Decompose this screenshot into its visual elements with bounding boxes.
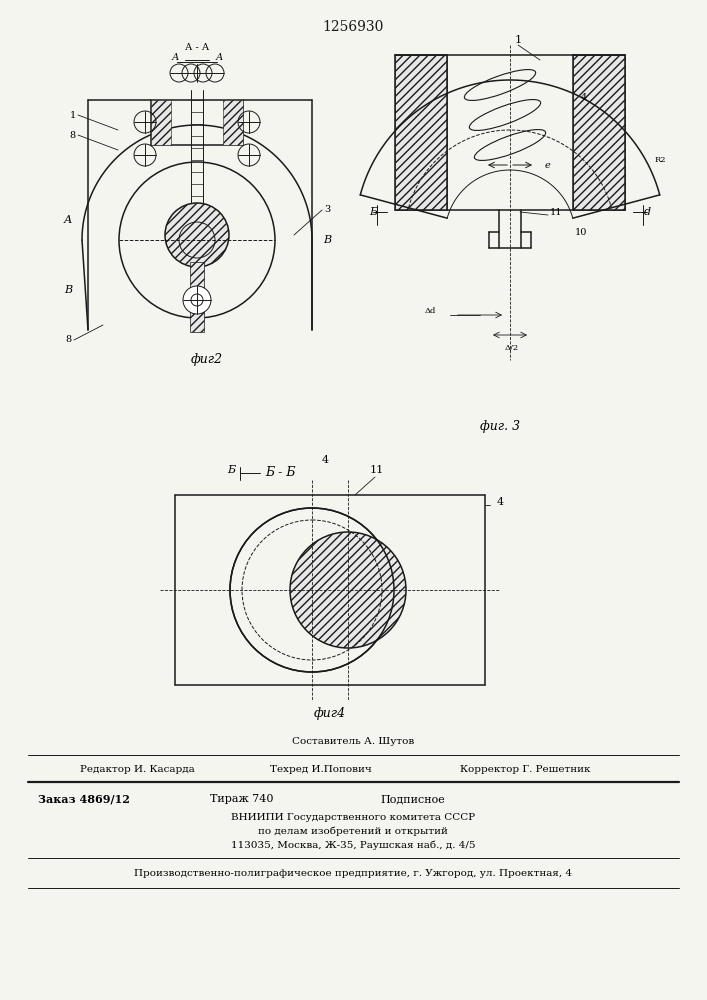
Text: Подписное: Подписное — [380, 794, 445, 804]
Text: Техред И.Попович: Техред И.Попович — [270, 766, 372, 774]
Text: 4: 4 — [580, 93, 587, 102]
Text: R2: R2 — [654, 156, 666, 164]
Text: по делам изобретений и открытий: по делам изобретений и открытий — [258, 826, 448, 836]
Text: 11: 11 — [550, 208, 563, 217]
Polygon shape — [151, 100, 171, 145]
Text: 3: 3 — [324, 206, 330, 215]
Text: А: А — [171, 52, 179, 62]
Text: 1256930: 1256930 — [322, 20, 384, 34]
Circle shape — [290, 532, 406, 648]
Text: е: е — [545, 160, 551, 169]
Text: Составитель А. Шутов: Составитель А. Шутов — [292, 736, 414, 746]
Text: 113035, Москва, Ж-35, Раушская наб., д. 4/5: 113035, Москва, Ж-35, Раушская наб., д. … — [230, 840, 475, 850]
Text: В: В — [64, 285, 72, 295]
Polygon shape — [190, 262, 204, 332]
Text: 11: 11 — [370, 465, 384, 475]
Text: фиг2: фиг2 — [191, 353, 223, 366]
Text: фиг. 3: фиг. 3 — [480, 420, 520, 433]
Text: А: А — [216, 52, 223, 62]
Text: Производственно-полиграфическое предприятие, г. Ужгород, ул. Проектная, 4: Производственно-полиграфическое предприя… — [134, 868, 572, 878]
Text: 10: 10 — [575, 228, 588, 237]
Text: Δ/2: Δ/2 — [505, 344, 519, 352]
Polygon shape — [573, 55, 625, 210]
Text: В: В — [323, 235, 331, 245]
Polygon shape — [223, 100, 243, 145]
Text: Б - Б: Б - Б — [264, 466, 296, 480]
Text: 8: 8 — [70, 130, 76, 139]
Text: Заказ 4869/12: Заказ 4869/12 — [38, 794, 130, 804]
Text: Б: Б — [369, 207, 377, 217]
Polygon shape — [395, 55, 447, 210]
Text: 8: 8 — [65, 336, 71, 344]
Text: 1: 1 — [515, 35, 522, 45]
Text: Корректор Г. Решетник: Корректор Г. Решетник — [460, 766, 590, 774]
Text: Б: Б — [227, 465, 235, 475]
Text: А: А — [64, 215, 72, 225]
Circle shape — [165, 203, 229, 267]
Text: А - А: А - А — [185, 42, 209, 51]
Circle shape — [183, 286, 211, 314]
Text: ВНИИПИ Государственного комитета СССР: ВНИИПИ Государственного комитета СССР — [231, 812, 475, 822]
Text: фиг4: фиг4 — [314, 707, 346, 720]
Text: 1: 1 — [70, 110, 76, 119]
Text: Редактор И. Касарда: Редактор И. Касарда — [80, 766, 194, 774]
Text: Тираж 740: Тираж 740 — [210, 794, 274, 804]
Text: Δd: Δd — [425, 307, 436, 315]
Text: 4: 4 — [322, 455, 329, 465]
Text: 4: 4 — [497, 497, 504, 507]
Text: d: d — [643, 207, 650, 217]
